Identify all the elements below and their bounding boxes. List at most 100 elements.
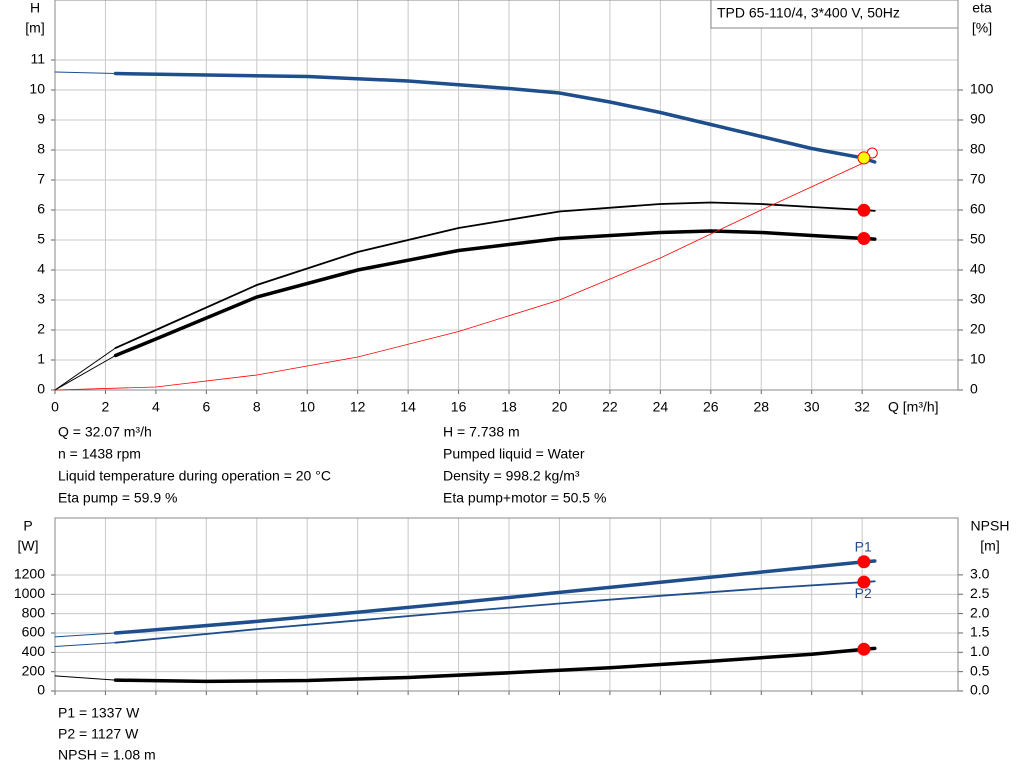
y2-tick-label: 10 — [970, 351, 986, 367]
title: TPD 65-110/4, 3*400 V, 50Hz — [717, 5, 900, 21]
curve — [54, 355, 117, 391]
y2-axis-unit: [m] — [980, 538, 999, 554]
curve — [54, 71, 117, 74]
y-tick-label: 200 — [22, 662, 46, 678]
y2-axis-label: eta — [972, 0, 992, 16]
curve — [54, 642, 117, 648]
x-tick-label: 24 — [653, 399, 669, 415]
x-tick-label: 20 — [552, 399, 568, 415]
info-line: Q = 32.07 m³/h — [58, 424, 152, 440]
y-tick-label: 5 — [37, 231, 45, 247]
y-tick-label: 1200 — [14, 566, 45, 582]
y2-axis-unit: [%] — [972, 20, 992, 36]
y-tick-label: 400 — [22, 643, 46, 659]
operating-point — [857, 555, 871, 569]
y-tick-label: 3 — [37, 291, 45, 307]
y2-tick-label: 2.0 — [970, 604, 990, 620]
curve — [113, 71, 877, 164]
x-tick-label: 8 — [253, 399, 261, 415]
curve — [114, 580, 876, 644]
y-tick-label: 800 — [22, 604, 46, 620]
y2-tick-label: 50 — [970, 231, 986, 247]
y-tick-label: 600 — [22, 624, 46, 640]
x-tick-label: 18 — [501, 399, 517, 415]
info-line: Density = 998.2 kg/m³ — [443, 468, 580, 484]
x-tick-label: 22 — [602, 399, 618, 415]
y2-tick-label: 30 — [970, 291, 986, 307]
x-tick-label: 16 — [451, 399, 467, 415]
y2-tick-label: 2.5 — [970, 585, 990, 601]
info-line: P2 = 1127 W — [58, 726, 139, 742]
y2-tick-label: 60 — [970, 201, 986, 217]
y2-tick-label: 0.5 — [970, 662, 990, 678]
x-tick-label: 6 — [202, 399, 210, 415]
info-line: H = 7.738 m — [443, 424, 520, 440]
y-tick-label: 0 — [37, 682, 45, 698]
y2-tick-label: 0 — [970, 381, 978, 397]
y-tick-label: 7 — [37, 171, 45, 187]
info-line: Pumped liquid = Water — [443, 446, 585, 462]
operating-point — [857, 232, 871, 245]
x-axis-label: Q [m³/h] — [888, 399, 939, 415]
y2-tick-label: 20 — [970, 321, 986, 337]
y-tick-label: 4 — [37, 261, 45, 277]
plot-area — [55, 0, 958, 390]
plot-border — [54, 517, 959, 692]
y2-tick-label: 100 — [970, 81, 994, 97]
y-axis-label: H — [30, 0, 40, 16]
x-tick-label: 26 — [703, 399, 719, 415]
y-tick-label: 1000 — [14, 585, 45, 601]
y2-tick-label: 40 — [970, 261, 986, 277]
x-tick-label: 28 — [753, 399, 769, 415]
curve — [54, 632, 117, 638]
y2-tick-label: 90 — [970, 111, 986, 127]
operating-point — [857, 151, 871, 165]
info-line: Liquid temperature during operation = 20… — [58, 468, 331, 484]
y-tick-label: 10 — [29, 81, 45, 97]
y-tick-label: 2 — [37, 321, 45, 337]
title-box — [710, 0, 959, 29]
y2-axis-label: NPSH — [971, 518, 1010, 534]
plot-area — [55, 518, 958, 691]
operating-point — [857, 203, 871, 217]
operating-point — [857, 642, 871, 656]
info-line: NPSH = 1.08 m — [58, 747, 156, 763]
x-label-bg — [884, 398, 954, 418]
curve — [113, 559, 877, 635]
info-line: Eta pump = 59.9 % — [58, 490, 177, 506]
info-line: Eta pump+motor = 50.5 % — [443, 490, 606, 506]
y-tick-label: 11 — [30, 51, 45, 67]
curve-label: P1 — [855, 539, 872, 555]
y-axis-label: P — [23, 518, 32, 534]
curve — [54, 152, 873, 391]
x-tick-label: 12 — [350, 399, 366, 415]
x-tick-label: 2 — [102, 399, 110, 415]
x-tick-label: 10 — [299, 399, 315, 415]
curve — [54, 675, 117, 681]
curve — [113, 646, 877, 684]
y-axis-unit: [m] — [25, 20, 44, 36]
y-tick-label: 1 — [37, 351, 45, 367]
operating-point — [857, 575, 871, 589]
info-line: n = 1438 rpm — [58, 446, 141, 462]
y2-tick-label: 0.0 — [970, 682, 990, 698]
y-tick-label: 0 — [37, 381, 45, 397]
y-tick-label: 6 — [37, 201, 45, 217]
y-tick-label: 9 — [37, 111, 45, 127]
x-tick-label: 0 — [51, 399, 59, 415]
x-tick-label: 4 — [152, 399, 160, 415]
y2-tick-label: 80 — [970, 141, 986, 157]
plot-border — [54, 0, 959, 391]
x-tick-label: 32 — [854, 399, 870, 415]
x-tick-label: 14 — [400, 399, 416, 415]
y2-tick-label: 3.0 — [970, 566, 990, 582]
y-tick-label: 8 — [37, 141, 45, 157]
curve-label: P2 — [855, 585, 872, 601]
info-line: P1 = 1337 W — [58, 705, 140, 721]
y2-tick-label: 1.5 — [970, 624, 990, 640]
y-axis-unit: [W] — [18, 538, 39, 554]
curve — [113, 229, 877, 358]
y2-tick-label: 70 — [970, 171, 986, 187]
y2-tick-label: 1.0 — [970, 643, 990, 659]
